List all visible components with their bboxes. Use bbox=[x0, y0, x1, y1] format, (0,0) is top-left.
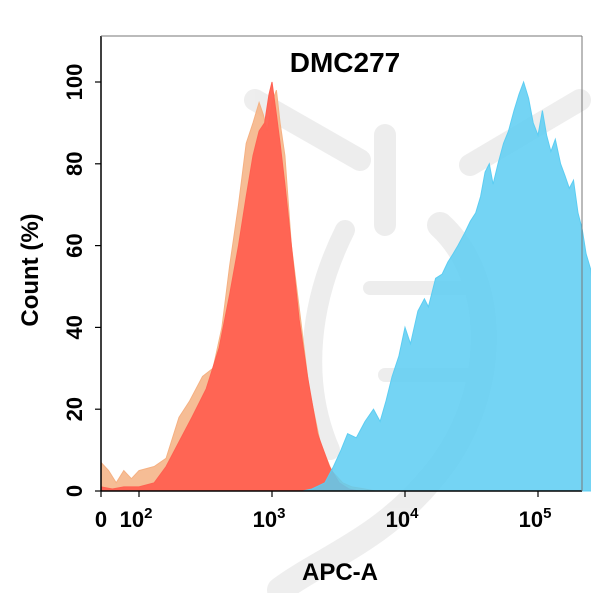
x-tick-label-exponent: 2 bbox=[144, 505, 152, 522]
x-tick-label: 104 bbox=[386, 505, 419, 532]
y-axis-ticks: 0 20 40 60 80 100 bbox=[62, 64, 101, 497]
x-tick-label: 0 bbox=[95, 507, 107, 532]
y-axis-label: Count (%) bbox=[17, 213, 44, 326]
y-tick-label: 0 bbox=[62, 485, 87, 497]
x-axis-label: APC-A bbox=[302, 559, 378, 586]
series-area-3 bbox=[302, 80, 591, 492]
y-tick-label: 40 bbox=[62, 315, 87, 339]
y-tick-label: 60 bbox=[62, 233, 87, 257]
plot-frame bbox=[100, 35, 583, 492]
series-area-2 bbox=[100, 81, 359, 492]
x-tick-label: 105 bbox=[519, 505, 552, 532]
y-tick-label: 100 bbox=[62, 64, 87, 101]
x-tick-label-base: 10 bbox=[120, 507, 144, 532]
flask-icon-body-left bbox=[302, 220, 355, 460]
chart-title: DMC277 bbox=[290, 47, 400, 78]
y-tick-label: 80 bbox=[62, 152, 87, 176]
x-tick-label-base: 10 bbox=[253, 507, 277, 532]
series-layer bbox=[100, 80, 591, 492]
x-tick-label-exponent: 5 bbox=[543, 505, 551, 522]
x-tick-label-base: 10 bbox=[519, 507, 543, 532]
x-axis-ticks: 0102103104105106107108 bbox=[95, 491, 552, 532]
y-tick-label: 20 bbox=[62, 397, 87, 421]
x-tick-label: 103 bbox=[253, 505, 286, 532]
x-tick-label-base: 10 bbox=[386, 507, 410, 532]
x-tick-label-exponent: 3 bbox=[277, 505, 285, 522]
x-tick-label-exponent: 4 bbox=[410, 505, 419, 522]
x-tick-label: 102 bbox=[120, 505, 153, 532]
